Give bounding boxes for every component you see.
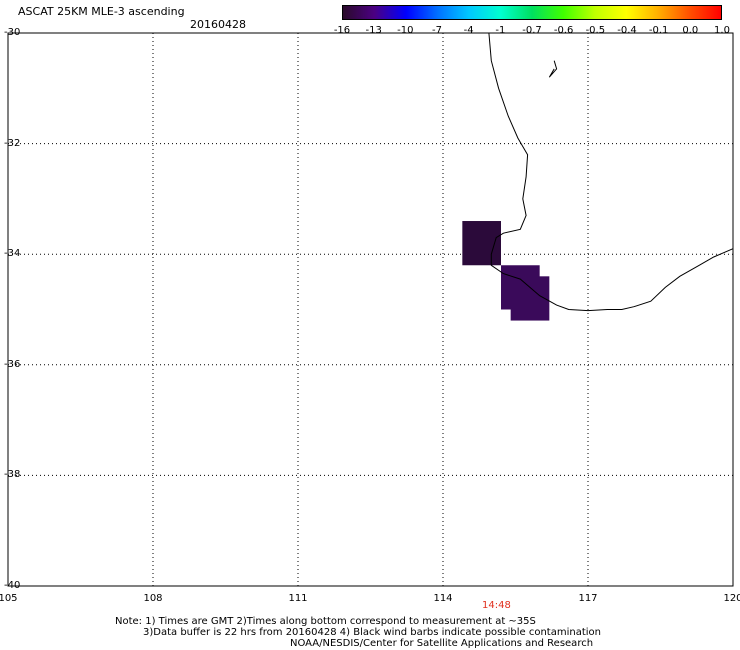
product-date: 20160428 [190,18,246,31]
colorbar-tick-label: -10 [397,25,414,36]
latitude-label: -32 [4,137,21,149]
product-title: ASCAT 25KM MLE-3 ascending [18,5,185,18]
coastline-island [548,60,558,78]
latitude-label: -36 [4,358,21,370]
longitude-label: 105 [0,593,18,604]
colorbar-tick-label: -1 [495,25,506,36]
time-label: 14:48 [482,600,511,611]
colorbar-tick-label: -0.1 [648,25,669,36]
note-line-1: Note: 1) Times are GMT 2)Times along bot… [115,616,536,627]
coastline [488,32,734,312]
note-line-3: NOAA/NESDIS/Center for Satellite Applica… [290,638,594,649]
map-plot [7,32,734,587]
longitude-label: 114 [433,593,453,604]
colorbar-tick-label: -4 [463,25,474,36]
colorbar-tick-label: -0.6 [553,25,574,36]
colorbar-tick-label: -0.4 [617,25,637,36]
latitude-label: -30 [4,27,21,38]
colorbar-tick-label: 1.0 [714,25,730,36]
colorbar-tick-label: -13 [365,25,382,36]
longitude-label: 117 [578,593,598,604]
colorbar-tick-label: -16 [333,25,351,36]
colorbar [342,5,722,20]
latitude-label: -40 [4,580,21,591]
colorbar-tick-label: 0.0 [682,25,699,36]
wind-data-cell [510,276,550,321]
longitude-label: 111 [288,593,308,604]
colorbar-tick-label: -7 [432,25,442,36]
latitude-label: -38 [4,469,21,481]
map-frame [7,32,734,587]
longitude-label: 108 [143,593,163,604]
colorbar-tick-label: -0.7 [522,25,542,36]
note-line-2: 3)Data buffer is 22 hrs from 20160428 4)… [143,627,601,638]
colorbar-tick-label: -0.5 [585,25,606,36]
wind-data-cell [462,221,501,266]
latitude-label: -34 [4,248,21,260]
longitude-label: 120 [723,593,740,604]
